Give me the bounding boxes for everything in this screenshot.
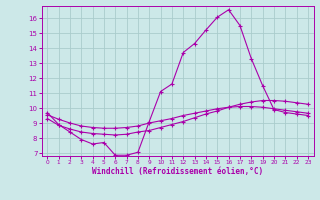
X-axis label: Windchill (Refroidissement éolien,°C): Windchill (Refroidissement éolien,°C): [92, 167, 263, 176]
